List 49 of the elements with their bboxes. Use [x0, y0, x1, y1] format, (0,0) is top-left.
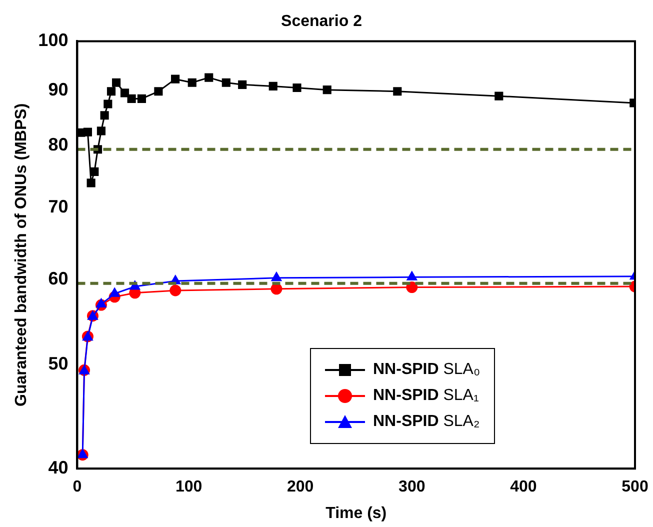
point: [271, 272, 282, 282]
x-tick-label: 200: [286, 478, 314, 496]
point: [171, 74, 180, 84]
point: [188, 78, 196, 87]
point: [494, 92, 504, 100]
point: [90, 167, 99, 176]
point: [222, 78, 230, 87]
legend-label: NN-SPID SLA₀: [373, 360, 480, 379]
point: [268, 82, 278, 91]
point: [104, 100, 112, 108]
point: [270, 283, 282, 295]
point: [78, 449, 88, 458]
point: [86, 178, 96, 188]
y-tick-label: 90: [48, 79, 68, 100]
point: [170, 284, 182, 296]
point: [96, 126, 106, 136]
y-tick-label: 40: [48, 458, 68, 478]
x-tick-label: 0: [72, 478, 82, 496]
y-tick-label: 80: [48, 134, 68, 154]
y-tick-label: 60: [48, 268, 68, 288]
point: [120, 88, 130, 98]
point: [154, 87, 163, 96]
point: [204, 73, 214, 82]
legend-label: NN-SPID SLA₁: [373, 386, 479, 405]
point: [83, 128, 92, 136]
point: [106, 87, 116, 96]
y-tick-label: 50: [48, 353, 68, 374]
y-axis-title: Guaranteed bandwidth of ONUs (MBPS): [13, 103, 30, 406]
point: [137, 94, 146, 103]
x-tick-label: 100: [175, 478, 202, 496]
x-tick-label: 400: [510, 478, 537, 496]
point: [292, 83, 302, 92]
x-axis-title: Time (s): [326, 504, 387, 522]
point: [127, 94, 136, 103]
point: [238, 80, 247, 89]
point: [393, 87, 402, 96]
point: [406, 271, 417, 280]
point: [112, 78, 121, 87]
point: [322, 86, 332, 94]
point: [110, 288, 120, 297]
point: [406, 282, 418, 294]
x-tick-label: 500: [622, 478, 648, 496]
legend-label: NN-SPID SLA₂: [373, 412, 480, 431]
point: [100, 111, 109, 120]
x-tick-label: 300: [398, 478, 426, 496]
y-tick-label: 70: [48, 196, 68, 217]
point: [96, 298, 106, 308]
y-tick-label: 100: [38, 30, 68, 50]
chart-title: Scenario 2: [281, 13, 362, 30]
